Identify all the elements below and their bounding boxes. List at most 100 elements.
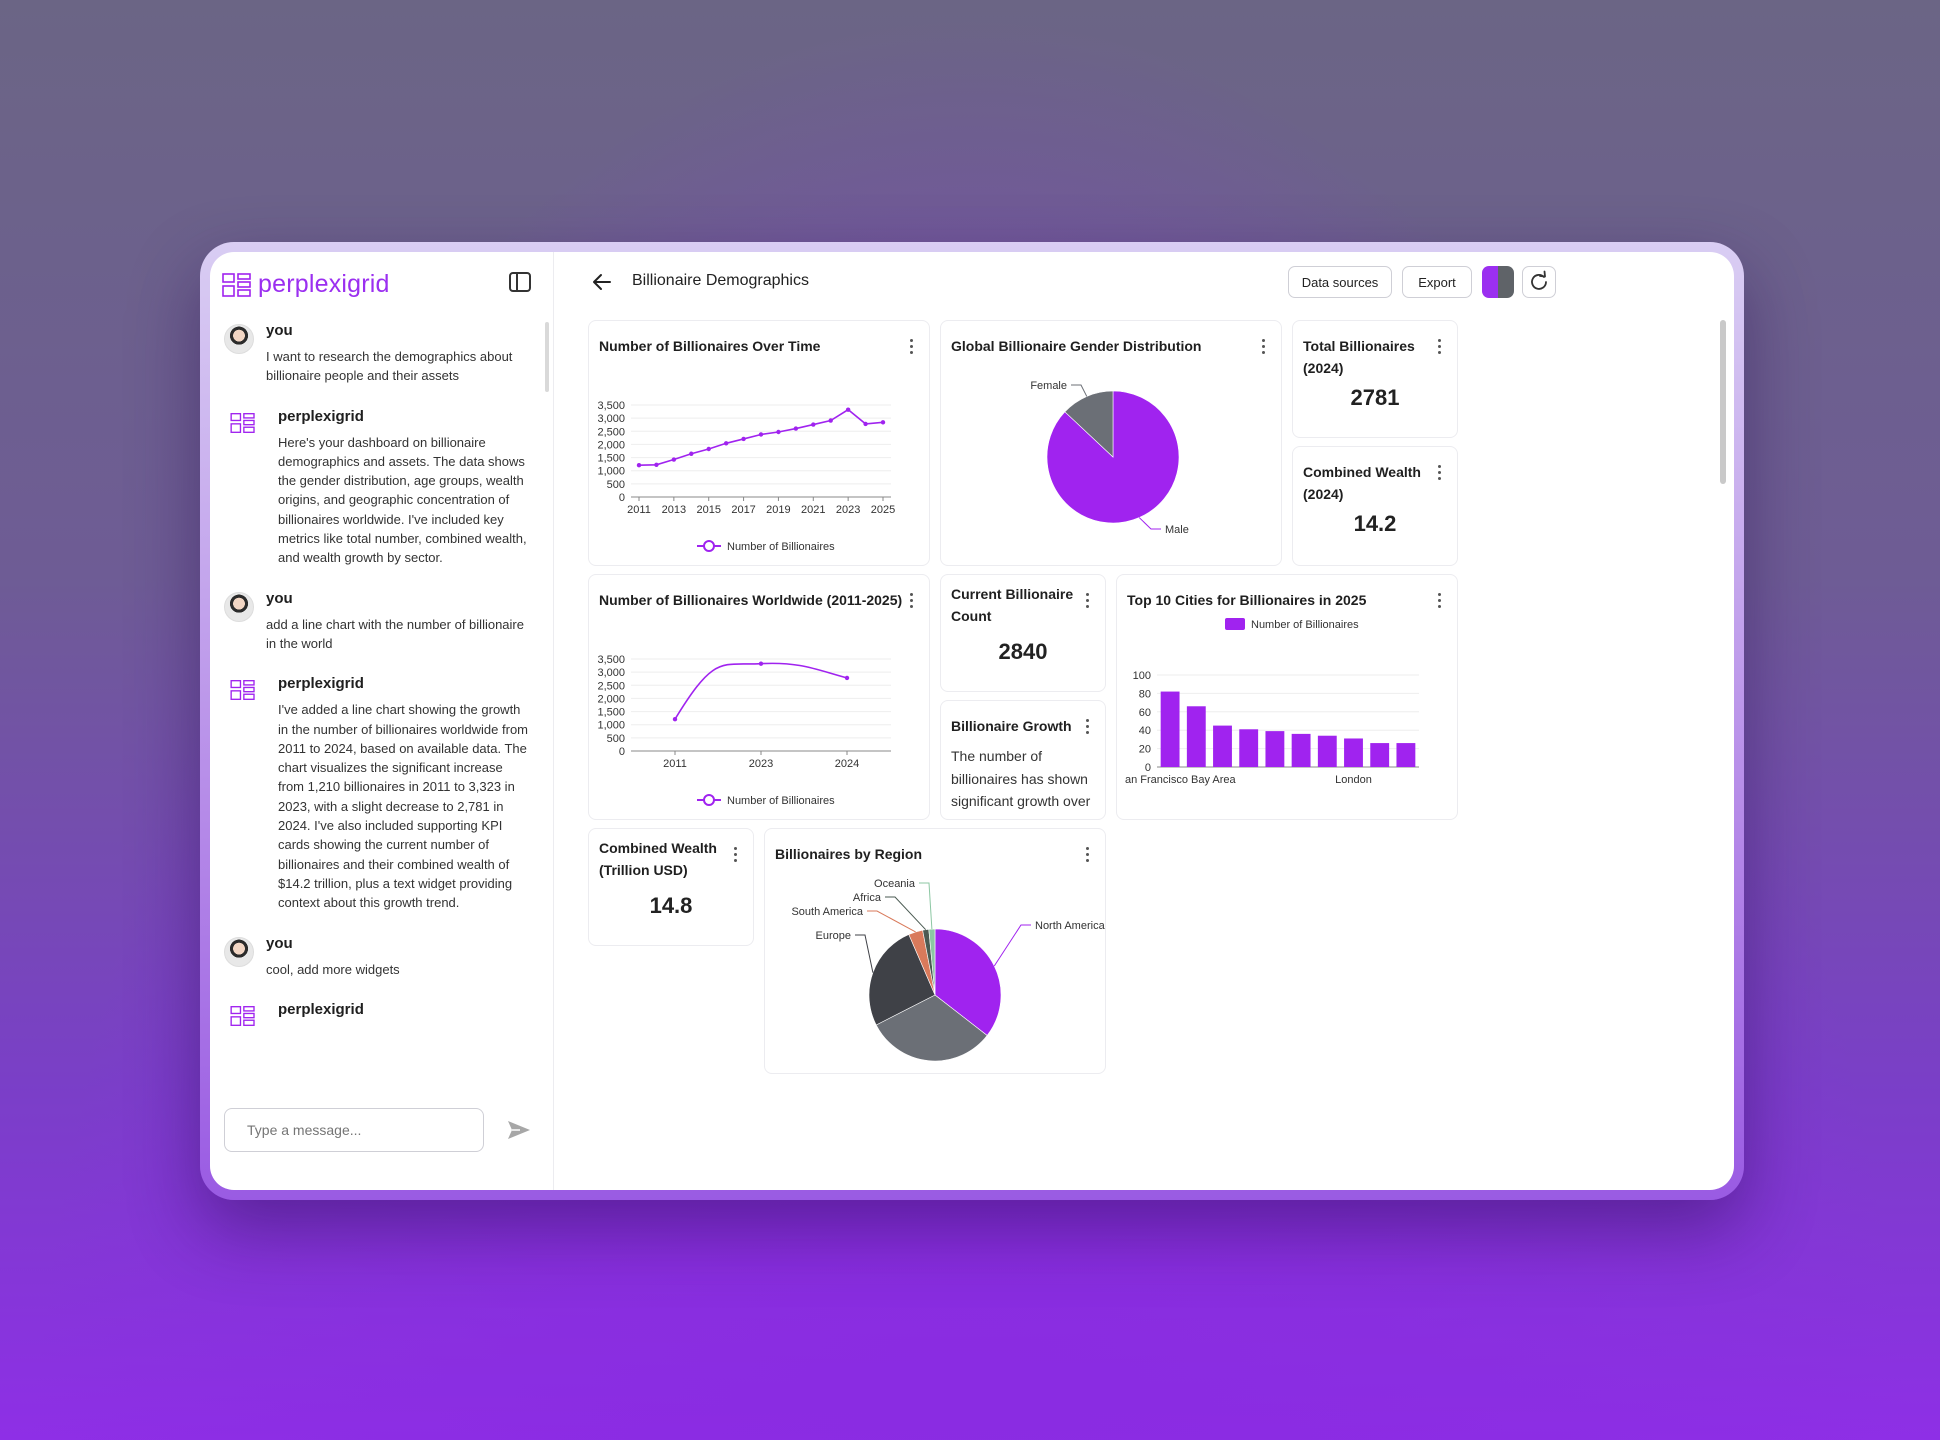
widget-title: Combined Wealth (Trillion USD) [599, 840, 717, 878]
y-tick-label: 3,500 [597, 400, 625, 412]
sidebar-toggle-icon[interactable] [509, 272, 531, 292]
y-tick-label: 2,000 [597, 439, 625, 451]
data-point [672, 716, 678, 722]
more-options-icon[interactable] [1085, 847, 1089, 863]
slice-leader-line [1071, 384, 1088, 397]
avatar [224, 591, 254, 622]
refresh-icon [1531, 270, 1547, 290]
user-message: you add a line chart with the number of b… [210, 590, 550, 654]
bar [1213, 725, 1232, 767]
brand[interactable]: perplexigrid [222, 270, 390, 299]
user-message: you I want to research the demographics a… [210, 322, 550, 386]
slice-leader-line [855, 934, 874, 973]
bar-chart: Number of Billionaires 0 20 40 60 80 100 an Fra… [1125, 618, 1419, 786]
legend-marker [703, 794, 715, 806]
data-point [741, 436, 746, 442]
legend-swatch [1225, 618, 1245, 630]
widget-over-time: Number of Billionaires Over Time 0 500 1,0… [588, 320, 930, 566]
x-tick-label: 2019 [766, 504, 790, 516]
chat-scrollbar[interactable] [545, 322, 549, 392]
assistant-message: perplexigrid [210, 1001, 550, 1026]
data-point [636, 462, 642, 468]
slice-leader-line [867, 910, 916, 933]
bar [1160, 691, 1180, 767]
app-window: perplexigrid you I want to research the d… [210, 252, 1734, 1190]
dashboard-scrollbar[interactable] [1720, 320, 1726, 484]
more-options-icon[interactable] [1261, 339, 1265, 355]
refresh-button[interactable] [1522, 266, 1556, 298]
brand-name: perplexigrid [258, 270, 390, 298]
widget-title: Number of Billionaires Worldwide (2011-2… [599, 592, 903, 608]
slice-leader-line [885, 896, 927, 931]
message-text: I want to research the demographics abou… [266, 349, 513, 384]
assistant-logo-icon [230, 1005, 255, 1026]
data-point [671, 457, 677, 462]
data-point [863, 421, 868, 427]
more-options-icon[interactable] [733, 847, 737, 863]
slice-label: Male [1165, 524, 1189, 536]
x-tick-label: 2023 [836, 504, 860, 516]
y-tick-label: 2,000 [597, 693, 625, 705]
export-button[interactable]: Export [1402, 266, 1472, 298]
back-arrow-icon[interactable] [590, 270, 614, 294]
data-sources-button[interactable]: Data sources [1288, 266, 1392, 298]
y-tick-label: 80 [1139, 688, 1151, 700]
pie-slice [928, 928, 936, 996]
theme-color-swatch[interactable] [1482, 266, 1514, 298]
slice-label: Oceania [874, 878, 916, 890]
widget-current-count: Current Billionaire Count 2840 [940, 574, 1106, 692]
widget-combined-wealth-usd: Combined Wealth (Trillion USD) 14.8 [588, 828, 754, 946]
message-input[interactable] [224, 1108, 484, 1152]
y-tick-label: 2,500 [597, 426, 625, 438]
widget-title: Top 10 Cities for Billionaires in 2025 [1127, 592, 1367, 608]
message-author: perplexigrid [278, 675, 364, 693]
more-options-icon[interactable] [909, 339, 913, 355]
data-point [793, 426, 799, 431]
data-point [758, 661, 764, 666]
assistant-logo-icon [230, 680, 255, 701]
assistant-message: perplexigrid I've added a line chart show… [210, 675, 550, 912]
y-tick-label: 2,500 [597, 680, 625, 692]
bar [1370, 743, 1390, 767]
more-options-icon[interactable] [1085, 593, 1089, 609]
widget-title: Current Billionaire Count [951, 586, 1074, 624]
x-tick-label: 2011 [663, 758, 687, 770]
widget-combined-wealth-2024: Combined Wealth (2024) 14.2 [1292, 446, 1458, 566]
x-tick-label: 2024 [835, 758, 859, 770]
logo-icon [222, 272, 251, 297]
more-options-icon[interactable] [909, 593, 913, 609]
slice-label: South America [791, 906, 863, 918]
slice-label: Female [1030, 380, 1067, 392]
widget-growth-text: Billionaire Growth The number of billion… [940, 700, 1106, 820]
data-point [706, 446, 711, 452]
slice-label: Africa [853, 892, 882, 904]
more-options-icon[interactable] [1085, 719, 1089, 735]
y-tick-label: 1,500 [597, 707, 625, 719]
message-text: add a line chart with the number of bill… [266, 616, 524, 651]
bar [1317, 735, 1337, 767]
avatar [224, 324, 254, 354]
data-point [844, 675, 850, 681]
device-frame: perplexigrid you I want to research the d… [200, 242, 1744, 1200]
data-point [776, 429, 781, 435]
data-point [654, 462, 659, 467]
more-options-icon[interactable] [1437, 339, 1441, 355]
pie-slice [875, 994, 988, 1062]
bar [1344, 738, 1363, 767]
widget-total-kpi: Total Billionaires (2024) 2781 [1292, 320, 1458, 438]
bar [1396, 743, 1416, 767]
send-icon[interactable] [506, 1118, 532, 1142]
y-tick-label: 3,000 [597, 413, 625, 425]
data-point [828, 418, 833, 423]
assistant-logo-icon [230, 412, 255, 433]
kpi-value: 2781 [1350, 385, 1400, 410]
pie-chart: North America Europe South America Africa Oc… [791, 878, 1105, 1062]
message-author: you [266, 589, 293, 607]
more-options-icon[interactable] [1437, 593, 1441, 609]
y-tick-label: 1,500 [597, 453, 625, 465]
widget-body-text: The number of billionaires has shown sig… [951, 748, 1091, 819]
more-options-icon[interactable] [1437, 465, 1441, 481]
message-text: Here's your dashboard on billionaire dem… [278, 434, 527, 566]
y-tick-label: 3,000 [597, 667, 625, 679]
